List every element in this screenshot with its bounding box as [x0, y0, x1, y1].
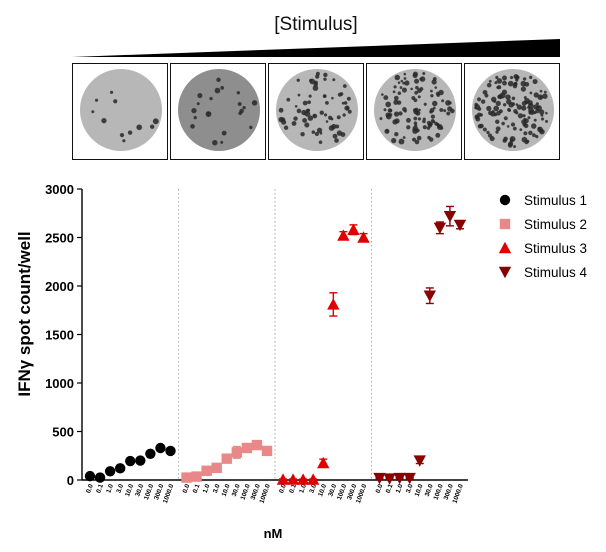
legend-label: Stimulus 3: [524, 241, 587, 256]
data-point: [191, 471, 202, 482]
y-tick-label: 500: [52, 425, 74, 440]
x-tick-label: 0.0: [375, 483, 385, 494]
x-tick-label: 0.1: [288, 483, 298, 494]
x-tick-label: 3.0: [212, 483, 222, 494]
well-5: [464, 63, 560, 160]
data-point: [231, 447, 243, 458]
data-point: [337, 229, 350, 241]
legend-marker: [498, 266, 512, 279]
legend-marker: [498, 241, 512, 254]
well-3: [268, 63, 364, 160]
well-membrane: [80, 69, 162, 151]
x-tick-label: 10.0: [221, 483, 232, 498]
data-point: [125, 455, 136, 467]
well-2: [170, 63, 266, 160]
data-point: [317, 456, 330, 469]
x-tick-label: 10.0: [414, 483, 425, 498]
x-tick-label: 10.0: [317, 483, 328, 498]
data-point: [155, 442, 166, 454]
y-axis-label: IFNγ spot count/well: [15, 231, 34, 396]
x-tick-label: 30.0: [424, 483, 435, 498]
x-tick-label: 30.0: [134, 483, 145, 498]
data-point: [357, 231, 370, 243]
data-point: [94, 472, 106, 483]
x-tick-label: 30.0: [231, 483, 242, 498]
data-point: [413, 455, 426, 467]
data-point: [433, 222, 447, 234]
well-membrane: [374, 69, 456, 151]
x-tick-label: 3.0: [308, 483, 318, 494]
data-point: [296, 473, 310, 485]
y-tick-label: 1500: [45, 328, 74, 343]
well-membrane: [472, 69, 554, 151]
data-point: [347, 223, 360, 235]
data-point: [276, 473, 290, 485]
x-tick-label: 1.0: [298, 483, 308, 494]
x-tick-label: 1.0: [395, 483, 405, 494]
x-axis-label: nM: [264, 526, 283, 541]
data-point: [135, 455, 146, 466]
x-tick-label: 0.0: [278, 483, 288, 494]
well-membrane: [178, 69, 260, 151]
x-tick-label: 3.0: [115, 483, 125, 494]
legend-marker: [499, 218, 511, 230]
legend-label: Stimulus 2: [524, 217, 587, 232]
legend-marker: [499, 194, 511, 206]
x-tick-label: 30.0: [327, 483, 338, 498]
x-tick-label: 10.0: [124, 483, 135, 498]
data-point: [165, 445, 176, 457]
y-tick-label: 0: [67, 473, 74, 488]
gradient-label: [Stimulus]: [274, 14, 357, 35]
data-point: [443, 210, 457, 223]
data-point: [306, 473, 320, 485]
data-point: [453, 219, 467, 232]
data-point: [251, 439, 263, 451]
well-1: [72, 63, 168, 160]
data-point: [261, 445, 273, 457]
y-tick-label: 2500: [45, 231, 74, 246]
x-tick-label: 0.1: [95, 483, 105, 494]
x-tick-label: 0.0: [182, 483, 192, 494]
data-point: [393, 472, 406, 485]
data-point: [327, 298, 340, 310]
x-tick-label: 0.0: [85, 483, 95, 494]
data-point: [84, 470, 96, 482]
y-tick-label: 2000: [45, 279, 74, 294]
legend-label: Stimulus 4: [524, 265, 588, 280]
data-point: [201, 465, 212, 476]
data-point: [221, 453, 232, 464]
y-tick-label: 1000: [45, 376, 74, 391]
legend: Stimulus 1 Stimulus 2 Stimulus 3 Stimulus 4: [498, 193, 588, 280]
data-point: [114, 463, 126, 474]
concentration-gradient-wedge: [72, 39, 560, 57]
well-membrane: [276, 69, 358, 151]
well-4: [366, 63, 462, 160]
x-tick-label: 0.1: [192, 483, 202, 494]
x-tick-label: 0.1: [385, 483, 395, 494]
x-tick-label: 1.0: [105, 483, 115, 494]
data-point: [104, 466, 116, 477]
data-point: [383, 473, 396, 485]
x-tick-label: 3.0: [405, 483, 415, 494]
data-point: [181, 472, 192, 483]
data-point: [145, 448, 156, 460]
data-point: [286, 473, 300, 485]
data-point: [423, 290, 437, 302]
x-tick-label: 1.0: [202, 483, 212, 494]
y-tick-label: 3000: [45, 182, 74, 197]
data-point: [373, 472, 386, 485]
elispot-well-strip: [72, 63, 560, 160]
legend-label: Stimulus 1: [524, 193, 587, 208]
data-point: [241, 442, 253, 454]
data-point: [403, 472, 416, 485]
data-point: [211, 462, 222, 474]
